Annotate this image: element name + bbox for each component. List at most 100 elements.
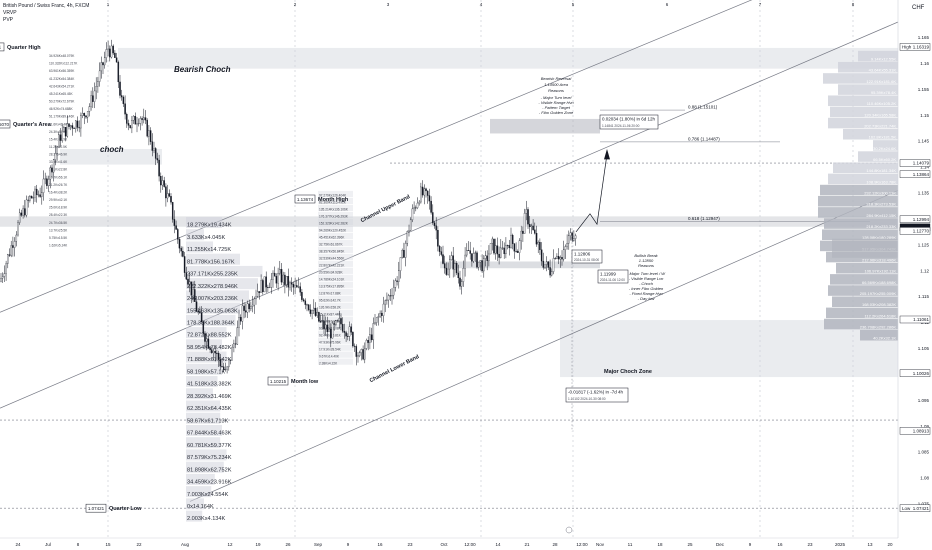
- price-label-box: [899, 504, 931, 512]
- candle-body: [13, 241, 16, 248]
- time-tick-label: Aug: [181, 542, 190, 547]
- candle-body: [192, 289, 194, 296]
- candle-body: [517, 251, 519, 253]
- upper-left-profile-label: 33.0Kx41.6K: [49, 160, 68, 164]
- candle-body: [333, 323, 335, 325]
- candle-body: [358, 352, 361, 356]
- right-volume-profile-label: 66.569Kx188.698K: [862, 280, 896, 285]
- candle-body: [212, 350, 215, 353]
- candle-body: [168, 193, 171, 197]
- mid-profile-label: 60.23Kx81.08K: [319, 326, 342, 330]
- candle-body: [127, 123, 130, 126]
- price-label: 1.13864: [913, 172, 930, 177]
- mid-profile-bar: [318, 351, 353, 358]
- candle-body: [156, 158, 159, 161]
- candle-body: [386, 299, 388, 301]
- candle-body: [309, 309, 312, 314]
- candle-body: [245, 310, 247, 313]
- candle-body: [262, 280, 264, 293]
- candle-body: [287, 276, 290, 288]
- candle-body: [304, 300, 307, 305]
- left-volume-profile-bar: [186, 241, 213, 253]
- candle-body: [428, 195, 431, 202]
- candle-body: [471, 253, 473, 262]
- left-volume-profile-bar: [186, 376, 218, 388]
- candle-body: [568, 235, 570, 244]
- right-volume-profile-bar: [860, 329, 898, 341]
- candle-body: [95, 86, 97, 92]
- projection-arrowhead: [604, 149, 610, 160]
- candle-body: [525, 209, 528, 214]
- time-tick-label: 22: [136, 542, 142, 547]
- price-label-box: [899, 215, 931, 223]
- time-tick-label: 13: [867, 542, 873, 547]
- left-volume-profile-label: 81.898Kx62.752K: [187, 467, 232, 473]
- candle-body: [415, 207, 417, 209]
- time-tick-label: 12:00: [576, 542, 588, 547]
- reversal-reason-item: - Fibo Golden Zone: [539, 110, 574, 115]
- candle-body: [450, 255, 453, 261]
- right-volume-profile-label: 120.34Kx165.58K: [864, 112, 896, 117]
- mid-profile-label: 152.329Kx142.282K: [319, 222, 349, 226]
- right-volume-profile-bar: [843, 128, 898, 140]
- candle-body: [171, 202, 174, 220]
- quarter-high-label: Quarter High: [7, 45, 41, 51]
- reversal-reason-item: - Major Turn level: [541, 95, 572, 100]
- candle-body: [211, 349, 213, 353]
- candle-body: [379, 312, 381, 317]
- candle-body: [306, 304, 308, 306]
- session-number-label: 5: [572, 2, 575, 7]
- candle-body: [511, 234, 514, 244]
- candle-body: [302, 299, 305, 302]
- mid-profile-bar: [318, 197, 353, 205]
- candle-body: [177, 229, 179, 240]
- candle-body: [279, 269, 281, 274]
- price-label-box: [899, 369, 931, 377]
- quarter-area-price: 5070: [0, 122, 10, 127]
- upper-left-profile-label: 24.7Kx36.5K: [49, 221, 68, 225]
- target-measure-box: [599, 114, 659, 130]
- left-volume-profile-bar: [186, 437, 221, 449]
- candle-body: [68, 123, 70, 127]
- candle-body: [71, 125, 74, 129]
- high-tag: High: [902, 45, 912, 50]
- candle-body: [209, 347, 211, 350]
- month-low-price: 1.10215: [270, 379, 287, 384]
- right-volume-profile-label: 9.14Kx12.55K: [871, 56, 896, 61]
- candle-body: [374, 322, 376, 324]
- price-box-12806-sub: 2024-10-31 08:00: [574, 258, 599, 262]
- candle-body: [326, 324, 329, 332]
- currency-badge[interactable]: CHF: [912, 5, 925, 11]
- time-tick-label: 28: [552, 542, 558, 547]
- mid-profile-bar: [318, 225, 353, 232]
- upper-left-profile-label: 30.7Kx56.1K: [49, 175, 68, 179]
- candle-body: [92, 95, 94, 102]
- time-tick-label: 2025: [835, 542, 846, 547]
- candle-body: [418, 201, 420, 204]
- right-volume-profile-bar: [822, 229, 898, 241]
- mid-profile-label: 100.4Kx117.5K: [319, 319, 341, 323]
- left-volume-profile-label: 62.351Kx64.435K: [187, 406, 232, 412]
- mid-profile-bar: [318, 232, 353, 239]
- right-volume-profile-label: 112.2Kx264.618K: [864, 313, 896, 318]
- candle-body: [51, 167, 53, 173]
- candle-body: [100, 62, 103, 72]
- candle-body: [433, 222, 436, 226]
- candle-body: [372, 323, 375, 341]
- mid-profile-label: 47.93Kx75.96K: [319, 340, 342, 344]
- candle-body: [78, 127, 80, 129]
- candle-body: [294, 285, 296, 288]
- candle-body: [493, 238, 495, 254]
- candle-body: [255, 296, 257, 300]
- mid-profile-bar: [318, 295, 353, 302]
- candle-body: [432, 212, 434, 223]
- channel-middle-line: [0, 21, 899, 409]
- left-volume-profile-label: 28.392Kx31.469K: [187, 394, 232, 400]
- bullish-zone: [440, 261, 600, 269]
- price-tick-label: 1.165: [918, 35, 930, 40]
- candle-body: [35, 188, 38, 195]
- candle-body: [124, 103, 126, 115]
- candle-body: [449, 259, 451, 270]
- bullish-reason-item: - Inner Fibo Golden: [629, 286, 664, 291]
